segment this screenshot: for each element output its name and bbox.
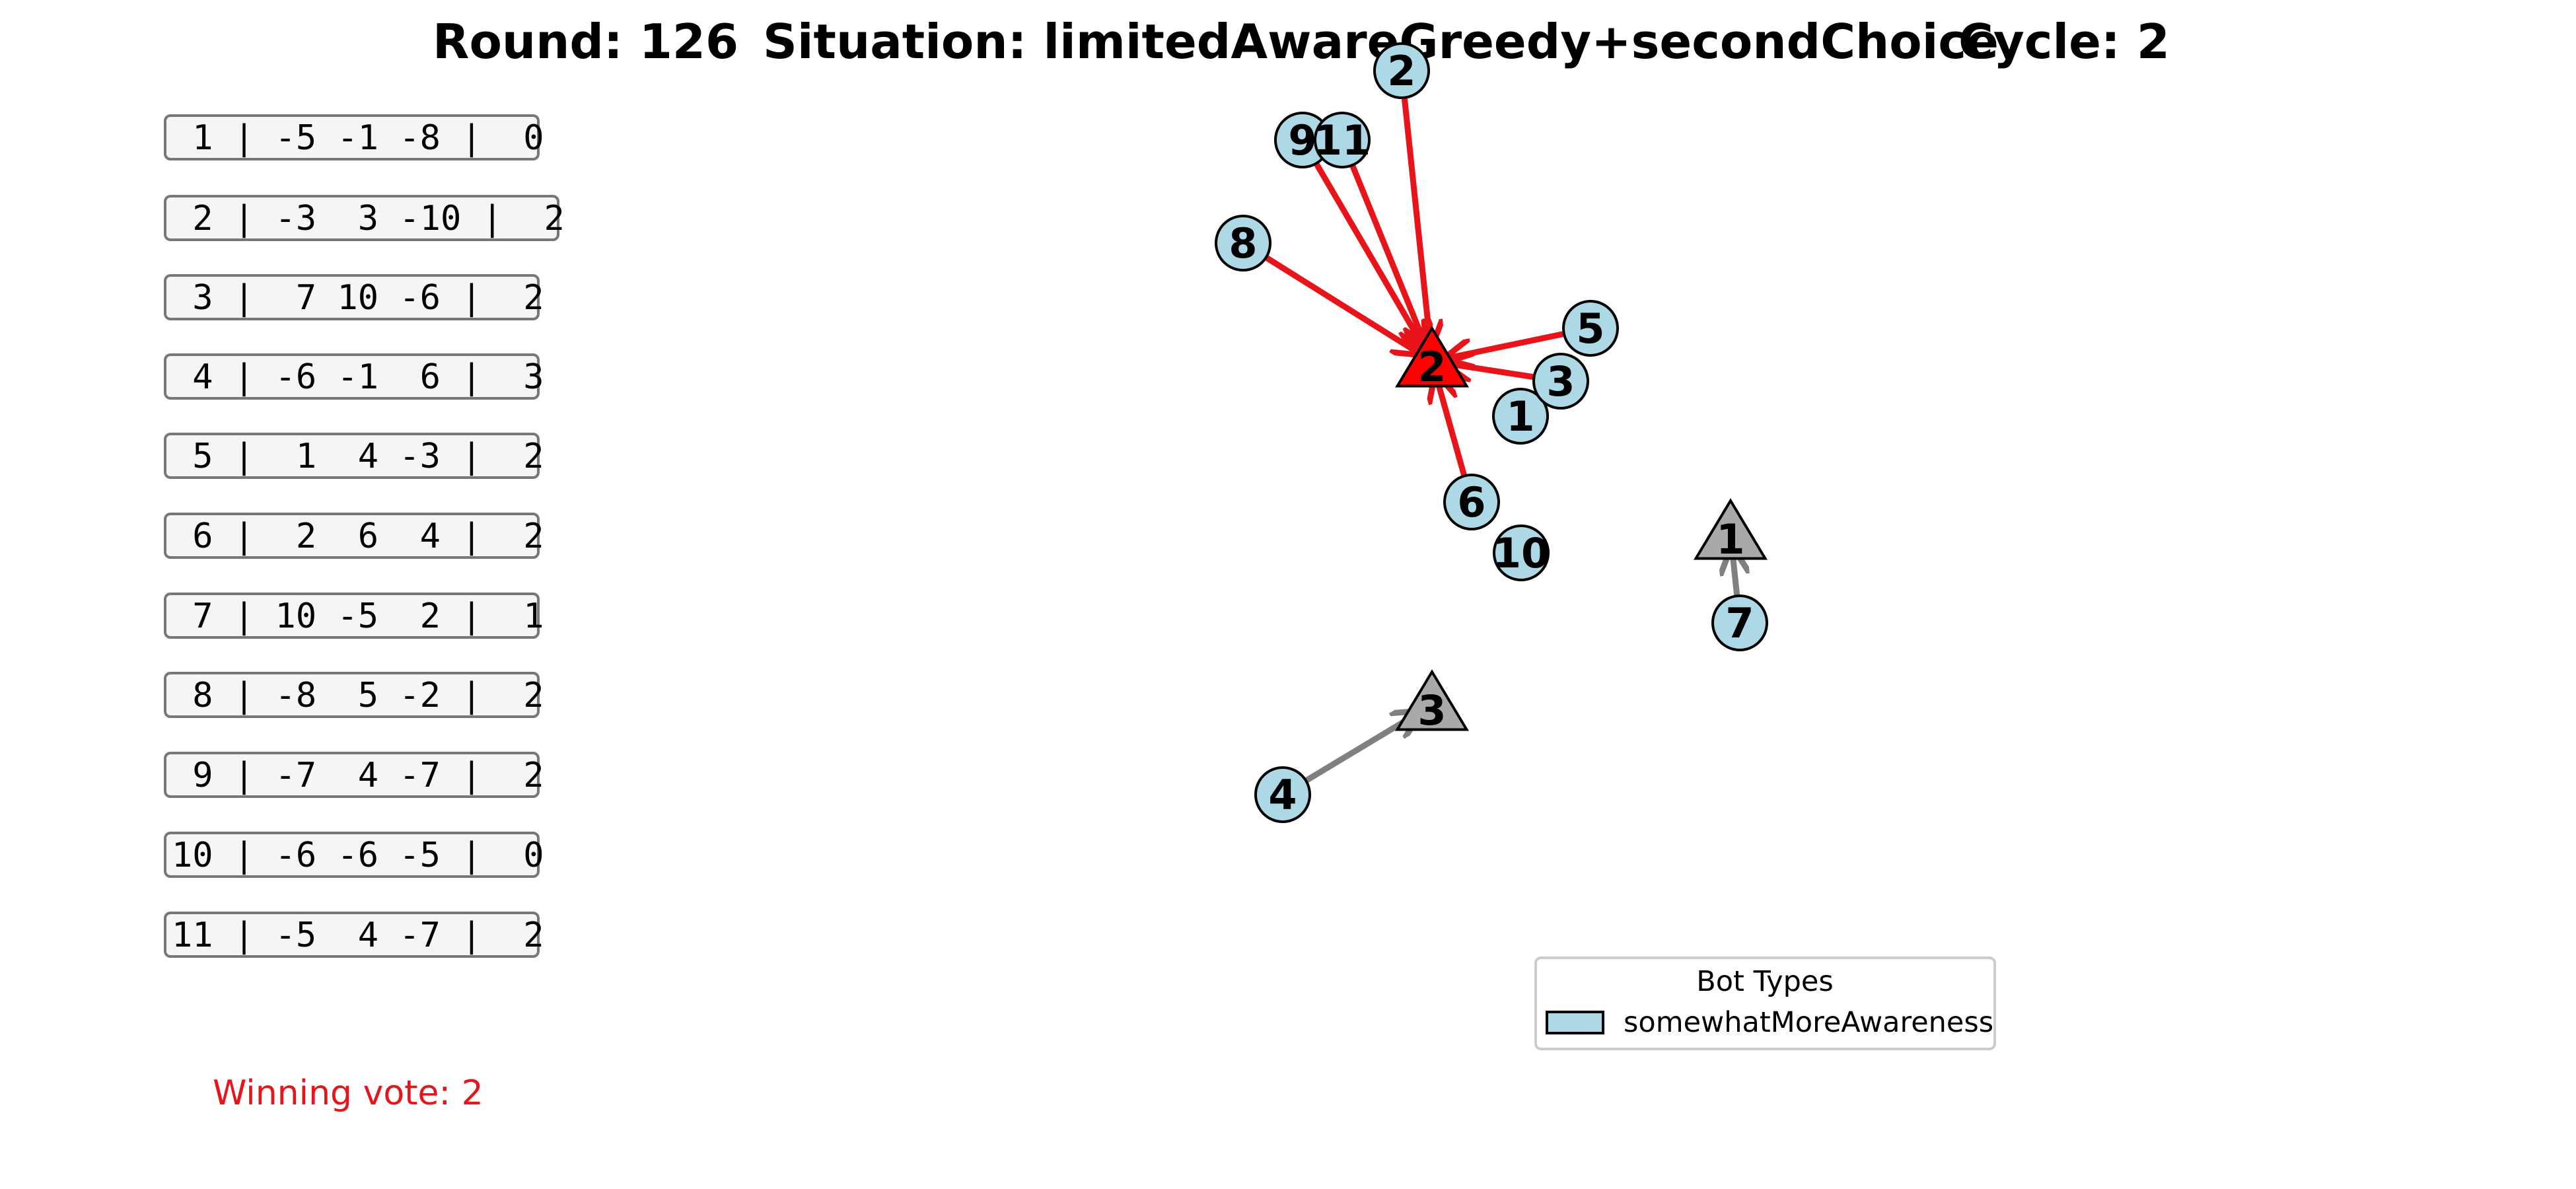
info-row-box [164,513,540,559]
bot-label: 10 [1493,529,1550,577]
option-triangle [1394,669,1470,731]
info-row-box [164,353,540,400]
info-row: 10 | -6 -6 -5 | 0 [164,832,544,878]
bot-circle [1492,388,1549,445]
bot-node-7: 7 [1711,594,1768,651]
info-row: 2 | -3 3 -10 | 2 [164,195,565,241]
bot-circle [1493,524,1550,581]
bot-node-10: 10 [1493,524,1550,581]
info-row-text: 6 | 2 6 4 | 2 [172,517,544,556]
option-label: 1 [1716,515,1744,563]
option-label: 2 [1417,343,1446,391]
bot-node-6: 6 [1443,474,1500,530]
vote-edge-bot-8-to-option-2 [1264,254,1420,354]
info-row: 7 | 10 -5 2 | 1 [164,593,544,639]
bot-node-11: 11 [1314,112,1371,168]
option-node-3: 3 [1394,669,1470,735]
bot-node-8: 8 [1215,215,1271,271]
round-label: Round: 126 [433,14,738,69]
bot-node-3: 3 [1532,353,1589,410]
info-row-box [164,752,540,798]
winning-vote-label: Winning vote: 2 [213,1073,483,1113]
bot-label: 3 [1546,357,1575,406]
info-row-text: 8 | -8 5 -2 | 2 [172,676,544,715]
option-nodes: 1 2 3 [1394,326,1768,735]
bot-circle [1711,594,1768,651]
info-row-box [164,274,540,320]
vote-edge-bot-11-to-option-2 [1349,164,1426,348]
info-row-text: 7 | 10 -5 2 | 1 [172,596,544,636]
bot-label: 9 [1288,116,1316,164]
info-row-text: 5 | 1 4 -3 | 2 [172,437,544,476]
info-row: 3 | 7 10 -6 | 2 [164,274,544,320]
info-row-text: 4 | -6 -1 6 | 3 [172,357,544,397]
bot-label: 5 [1576,305,1604,353]
bot-node-4: 4 [1254,766,1311,823]
bot-label: 6 [1457,478,1485,526]
legend-frame [1534,956,1996,1050]
info-row: 4 | -6 -1 6 | 3 [164,353,544,400]
vote-edges [1264,97,1737,783]
bot-label: 8 [1229,219,1257,268]
bot-node-2: 2 [1373,42,1430,99]
bot-info-table: 1 | -5 -1 -8 | 0 2 | -3 3 -10 | 2 3 | 7 … [164,114,565,958]
bot-circle [1532,353,1589,410]
vote-edge-bot-6-to-option-2 [1436,375,1468,477]
bot-circle [1443,474,1500,530]
bot-node-5: 5 [1562,300,1619,357]
option-triangle [1394,326,1470,388]
bot-circle [1215,215,1271,271]
legend-entry-label: somewhatMoreAwareness [1624,1006,1993,1039]
info-row: 6 | 2 6 4 | 2 [164,513,544,559]
vote-edge-bot-5-to-option-2 [1447,330,1565,358]
legend-title: Bot Types [1696,965,1834,998]
option-node-1: 1 [1693,498,1768,563]
info-row-box [164,912,540,958]
info-row-text: 9 | -7 4 -7 | 2 [172,756,544,795]
bot-circle [1373,42,1430,99]
info-row-text: 1 | -5 -1 -8 | 0 [172,118,544,158]
info-row-box [164,195,559,241]
info-row-box [164,433,540,479]
bot-node-9: 9 [1274,112,1331,168]
option-label: 3 [1417,686,1446,735]
bot-circle [1562,300,1619,357]
info-row-text: 11 | -5 4 -7 | 2 [172,916,544,955]
bot-label: 11 [1314,116,1371,164]
bot-label: 7 [1725,599,1754,647]
info-row: 9 | -7 4 -7 | 2 [164,752,544,798]
info-row-text: 3 | 7 10 -6 | 2 [172,278,544,318]
info-row-box [164,672,540,718]
info-row-box [164,593,540,639]
bot-circle [1314,112,1371,168]
info-row: 5 | 1 4 -3 | 2 [164,433,544,479]
legend-swatch-somewhatMoreAwareness [1546,1011,1604,1034]
info-row: 1 | -5 -1 -8 | 0 [164,114,544,161]
info-row: 11 | -5 4 -7 | 2 [164,912,544,958]
bot-circle [1254,766,1311,823]
info-row: 8 | -8 5 -2 | 2 [164,672,544,718]
legend: Bot Types somewhatMoreAwareness [1534,956,1996,1050]
info-row-box [164,832,540,878]
info-row-text: 2 | -3 3 -10 | 2 [172,199,565,238]
option-node-2: 2 [1394,326,1470,391]
bot-label: 1 [1506,392,1534,441]
bot-node-1: 1 [1492,388,1549,445]
cycle-label: Cycle: 2 [1958,14,2170,69]
info-row-box [164,114,540,161]
bot-label: 4 [1268,771,1297,819]
bot-label: 2 [1387,47,1415,95]
info-row-text: 10 | -6 -6 -5 | 0 [172,836,544,875]
vote-edge-bot-2-to-option-2 [1401,97,1430,347]
bot-nodes: 1 2 3 4 5 6 7 8 9 10 11 [1215,42,1768,823]
option-triangle [1693,498,1768,560]
